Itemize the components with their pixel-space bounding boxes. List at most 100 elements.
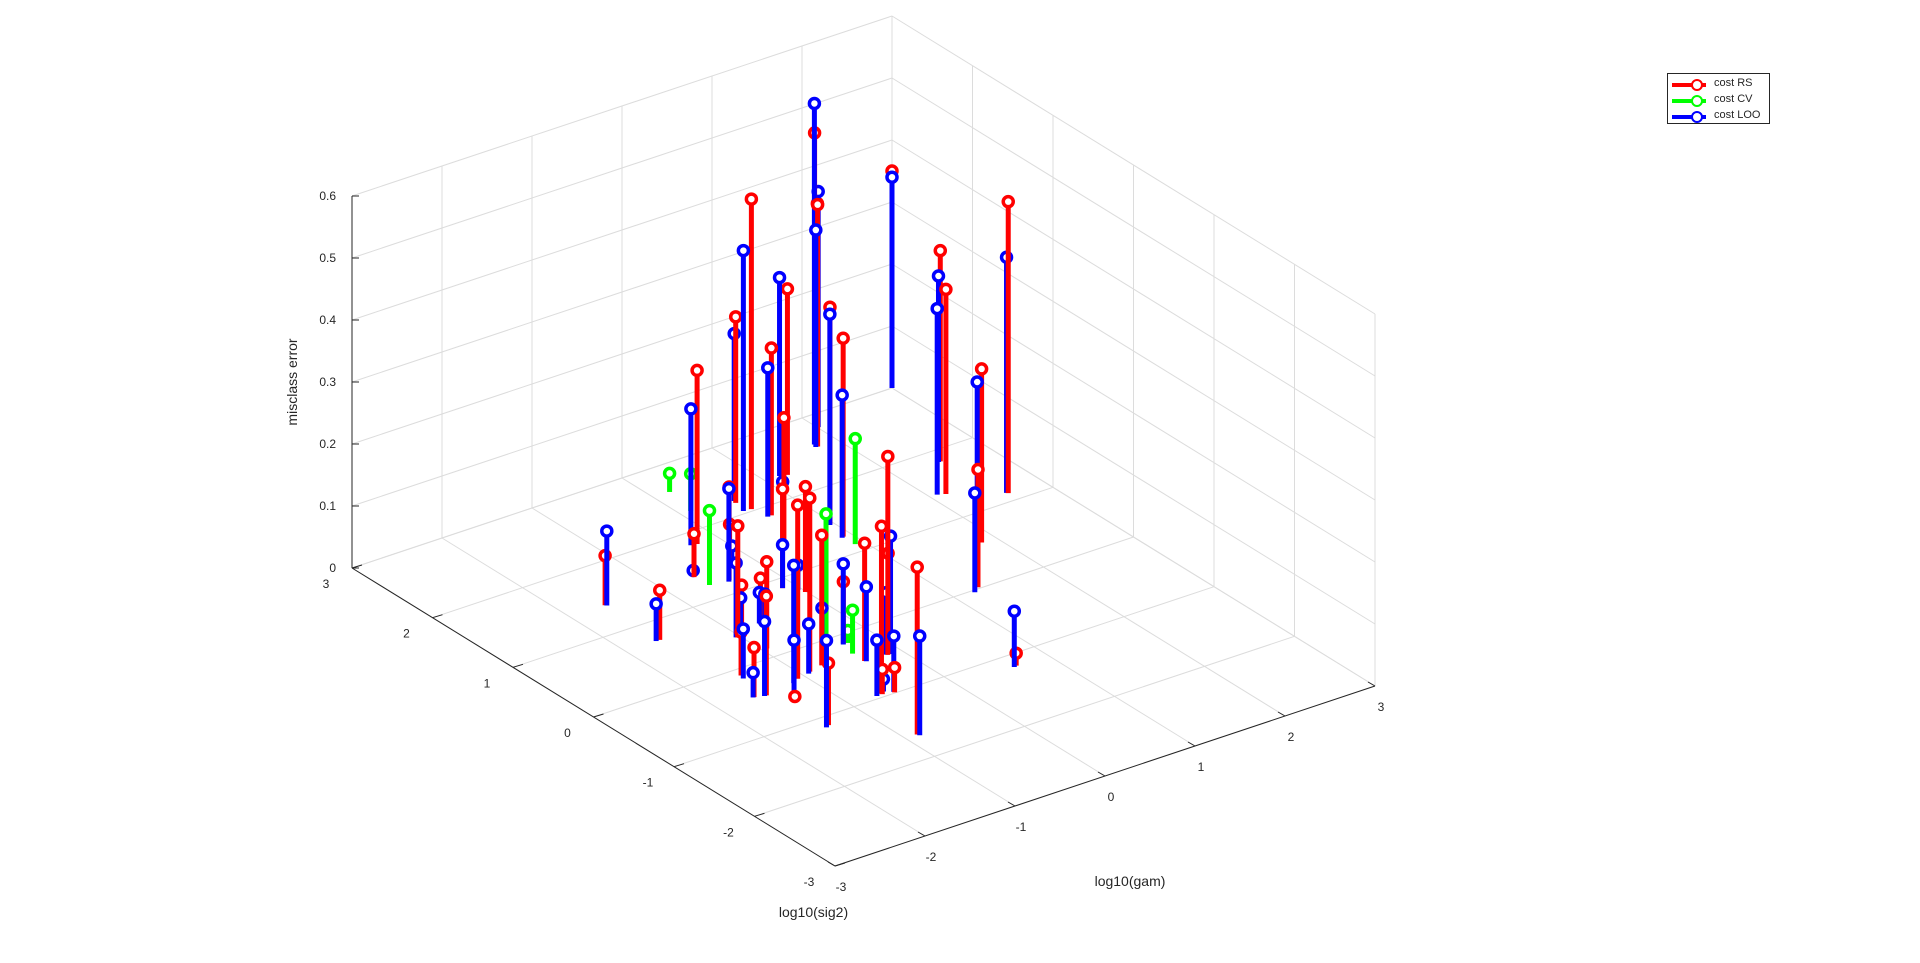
- y-tick-mark: [432, 614, 443, 619]
- stem-marker: [807, 96, 822, 111]
- stem-cost-loo: [772, 270, 787, 476]
- stem-marker: [761, 361, 775, 375]
- y-tick-label: 2: [403, 627, 410, 641]
- y-tick-mark: [834, 862, 846, 867]
- stem-cost-loo: [722, 481, 736, 582]
- stem-marker: [757, 614, 772, 629]
- x-tick-label: 2: [1288, 730, 1295, 744]
- y-tick-mark: [512, 663, 524, 668]
- stem-marker: [815, 528, 829, 542]
- z-tick-label: 0.2: [319, 437, 336, 451]
- stem-marker: [887, 660, 902, 675]
- stem-cost-loo: [836, 557, 851, 645]
- wall-grid-line: [351, 77, 893, 259]
- wall-grid-line: [351, 139, 893, 321]
- stem-marker: [1001, 194, 1015, 209]
- stem-cost-loo: [835, 388, 849, 538]
- stem-cost-loo: [870, 633, 884, 696]
- stem-marker: [687, 527, 701, 541]
- stem-cost-rs: [1001, 194, 1015, 494]
- stem-marker: [736, 622, 751, 636]
- stem-cost-loo: [809, 223, 823, 448]
- wall-grid-line: [351, 387, 893, 569]
- stem-cost-loo: [912, 629, 927, 736]
- stem-marker: [1007, 604, 1022, 618]
- x-tick-label: 3: [1378, 700, 1385, 714]
- legend-marker-cv: [1691, 95, 1703, 107]
- stem-marker: [912, 629, 927, 643]
- stem-marker: [970, 375, 984, 389]
- stem-cost-loo: [859, 580, 874, 662]
- y-axis-label: log10(sig2): [779, 904, 848, 920]
- stem-layer: [598, 96, 1023, 736]
- x-tick-label: -2: [926, 850, 937, 864]
- stem-cost-loo: [600, 524, 614, 606]
- stem-marker: [775, 538, 790, 552]
- x-tick-mark: [1367, 681, 1376, 687]
- stem-marker: [910, 560, 924, 574]
- stem-cost-loo: [736, 622, 751, 679]
- stem-marker: [684, 402, 698, 416]
- legend-line-loo: [1672, 115, 1706, 119]
- wall-grid-line: [891, 263, 1376, 563]
- z-axis-label: misclass error: [284, 338, 300, 425]
- stem-marker: [759, 589, 774, 603]
- x-tick-mark: [1187, 741, 1196, 747]
- wall-grid-line: [891, 15, 1376, 315]
- wall-grid-line: [891, 139, 1376, 439]
- stem-marker: [933, 243, 948, 258]
- stem-marker: [809, 223, 823, 237]
- legend: cost RS cost CV cost LOO: [1667, 73, 1770, 124]
- stem-marker: [810, 197, 825, 212]
- stem-marker: [747, 640, 761, 655]
- stem-marker: [881, 449, 895, 464]
- y-tick-mark: [673, 763, 685, 768]
- stem-cost-loo: [649, 597, 663, 642]
- x-tick-mark: [1007, 801, 1016, 807]
- stem-marker: [772, 270, 787, 285]
- wall-grid-line: [891, 201, 1376, 501]
- stem-marker: [803, 491, 817, 505]
- legend-marker-rs: [1691, 79, 1703, 91]
- stem-marker: [728, 310, 743, 324]
- wall-grid-line: [891, 325, 1376, 625]
- z-tick-label: 0: [329, 561, 336, 575]
- stem-marker: [787, 633, 801, 647]
- stem-marker: [939, 282, 953, 297]
- stem-cost-rs: [690, 363, 704, 545]
- stem-marker: [652, 583, 667, 597]
- stem-cost-rs: [881, 449, 895, 655]
- stem-cost-rs: [687, 527, 701, 578]
- y-tick-mark: [754, 812, 765, 817]
- stem-cost-rs: [910, 560, 924, 735]
- x-axis-label: log10(gam): [1095, 873, 1166, 889]
- axis-layer: [351, 195, 1376, 867]
- legend-label: cost LOO: [1714, 109, 1761, 121]
- stem-marker: [702, 503, 717, 518]
- stem-cost-rs: [764, 341, 779, 516]
- stem-marker: [885, 170, 899, 184]
- legend-label: cost RS: [1714, 77, 1753, 89]
- wall-grid-line: [891, 387, 1376, 687]
- stem-marker: [836, 557, 851, 571]
- legend-label: cost CV: [1714, 93, 1753, 105]
- stem-cost-rs: [788, 689, 802, 704]
- stem-marker: [777, 411, 791, 425]
- stem-marker: [887, 629, 901, 643]
- legend-marker-loo: [1691, 111, 1703, 123]
- stem-marker: [857, 536, 872, 550]
- stem-marker: [930, 301, 944, 316]
- x-tick-label: 0: [1108, 790, 1115, 804]
- stem-cost-rs: [780, 282, 795, 475]
- stem-marker: [836, 331, 850, 345]
- stem-marker: [722, 481, 736, 496]
- z-tick-label: 0.4: [319, 313, 336, 327]
- label-layer: log10(gam) log10(sig2) misclass error -3…: [284, 189, 1385, 920]
- stem-cost-loo: [823, 307, 837, 525]
- stem-cost-cv: [848, 431, 862, 545]
- stem-marker: [874, 519, 889, 534]
- stem-marker: [819, 633, 834, 648]
- stem-cost-loo: [746, 665, 760, 698]
- stem-cost-loo: [761, 361, 775, 517]
- x-tick-label: -3: [836, 880, 847, 894]
